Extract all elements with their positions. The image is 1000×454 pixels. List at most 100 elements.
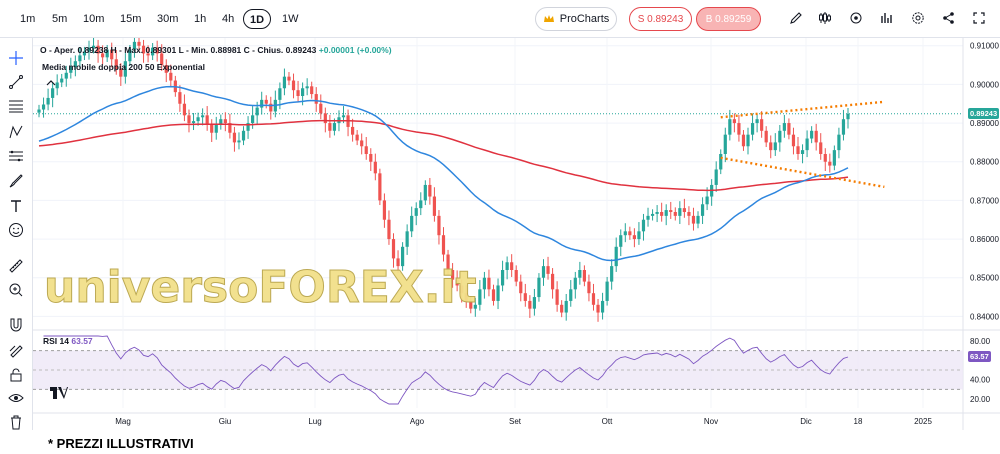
y-tick-label: 0.86000	[970, 235, 999, 244]
timeframe-5m[interactable]: 5m	[52, 13, 68, 25]
candle-body	[637, 231, 641, 240]
magnet-icon[interactable]	[8, 317, 24, 333]
brush-icon[interactable]	[8, 173, 24, 189]
candle-body	[455, 279, 459, 286]
candle-body	[78, 55, 82, 62]
candle-body	[132, 41, 137, 50]
candle-body	[564, 300, 568, 313]
ma-indicator-label[interactable]: Media mobile doppia 200 50 Exponential	[42, 62, 205, 72]
candle-body	[814, 130, 818, 143]
candle-body	[110, 49, 114, 60]
candle-body	[600, 300, 605, 313]
compare-icon[interactable]	[880, 11, 894, 25]
timeframe-1w[interactable]: 1W	[282, 13, 299, 25]
candle-body	[241, 130, 246, 141]
candle-body	[137, 41, 141, 46]
candle-body	[623, 231, 627, 236]
candle-body	[419, 200, 423, 209]
candle-body	[610, 266, 614, 282]
candle-body	[210, 125, 214, 133]
candle-body	[164, 65, 168, 73]
pattern-icon[interactable]	[8, 124, 24, 140]
candle-body	[682, 208, 686, 212]
candle-body	[278, 88, 282, 100]
timeframe-15m[interactable]: 15m	[120, 13, 142, 25]
candle-body	[769, 142, 773, 151]
candle-body	[687, 212, 691, 216]
candle-body	[805, 138, 809, 151]
drawing-toolbar	[0, 38, 33, 430]
candle-body	[446, 254, 450, 270]
y-tick-label: 0.90000	[970, 80, 999, 89]
price-change: +0.00001 (+0.00%)	[318, 45, 392, 55]
buy-button[interactable]: B 0.89259	[696, 7, 761, 31]
candle-body	[373, 161, 377, 174]
candle-body	[696, 215, 700, 224]
candle-body	[828, 161, 832, 166]
rsi-tick-label: 80.00	[970, 337, 991, 346]
candle-body	[119, 68, 123, 77]
candle-body	[405, 231, 409, 247]
fib-icon[interactable]	[8, 148, 24, 164]
candle-body	[628, 231, 632, 236]
lock-draw-icon[interactable]	[8, 342, 24, 358]
eye-icon[interactable]	[8, 390, 24, 406]
candle-body	[282, 76, 287, 89]
candle-body	[251, 115, 255, 124]
candle-body	[560, 304, 564, 313]
candle-body	[650, 213, 655, 216]
candle-body	[101, 53, 105, 58]
candle-body	[369, 154, 373, 162]
timeframe-30m[interactable]: 30m	[157, 13, 179, 25]
pencil-icon[interactable]	[789, 11, 803, 25]
horizontal-lines-icon[interactable]	[8, 98, 24, 114]
candle-body	[360, 140, 364, 147]
collapse-legend-icon[interactable]	[44, 76, 58, 90]
procharts-button[interactable]: ProCharts	[535, 7, 617, 31]
trash-icon[interactable]	[8, 414, 24, 430]
rsi-legend[interactable]: RSI 14 63.57	[43, 336, 93, 346]
candle-body	[91, 45, 96, 48]
candle-body	[260, 99, 264, 108]
emoji-icon[interactable]	[8, 222, 24, 238]
candle-body	[201, 115, 205, 118]
timeframe-10m[interactable]: 10m	[83, 13, 105, 25]
candle-body	[605, 281, 609, 301]
candles-icon[interactable]	[818, 11, 832, 25]
timeframe-4h[interactable]: 4h	[222, 13, 235, 25]
candle-body	[223, 119, 227, 124]
ruler-icon[interactable]	[8, 258, 24, 274]
candle-body	[387, 219, 391, 240]
timeframe-1h[interactable]: 1h	[194, 13, 207, 25]
candle-body	[510, 262, 514, 270]
candle-body	[660, 212, 664, 216]
candle-body	[196, 117, 200, 122]
candle-body	[73, 61, 77, 67]
candle-body	[500, 270, 505, 286]
candle-body	[819, 142, 823, 154]
candle-body	[569, 289, 573, 301]
rsi-value-badge: 63.57	[968, 350, 991, 362]
timeframe-1d[interactable]: 1D	[243, 9, 272, 29]
y-tick-label: 0.87000	[970, 196, 999, 205]
y-tick-label: 0.85000	[970, 274, 999, 283]
timeframe-1m[interactable]: 1m	[20, 13, 36, 25]
candle-body	[391, 239, 396, 259]
candle-body	[87, 47, 91, 52]
candle-body	[237, 140, 241, 143]
indicators-icon[interactable]	[849, 11, 863, 25]
zoom-icon[interactable]	[8, 282, 24, 298]
candle-body	[760, 119, 764, 131]
fullscreen-icon[interactable]	[972, 11, 986, 25]
candle-body	[614, 246, 618, 267]
candle-body	[464, 293, 468, 301]
share-icon[interactable]	[942, 11, 956, 25]
lock-icon[interactable]	[8, 367, 24, 383]
trendline-icon[interactable]	[8, 74, 24, 90]
crosshair-icon[interactable]	[8, 50, 24, 66]
settings-icon[interactable]	[911, 11, 925, 25]
sell-button[interactable]: S 0.89243	[629, 7, 692, 31]
text-icon[interactable]	[8, 198, 24, 214]
candle-body	[151, 47, 155, 56]
